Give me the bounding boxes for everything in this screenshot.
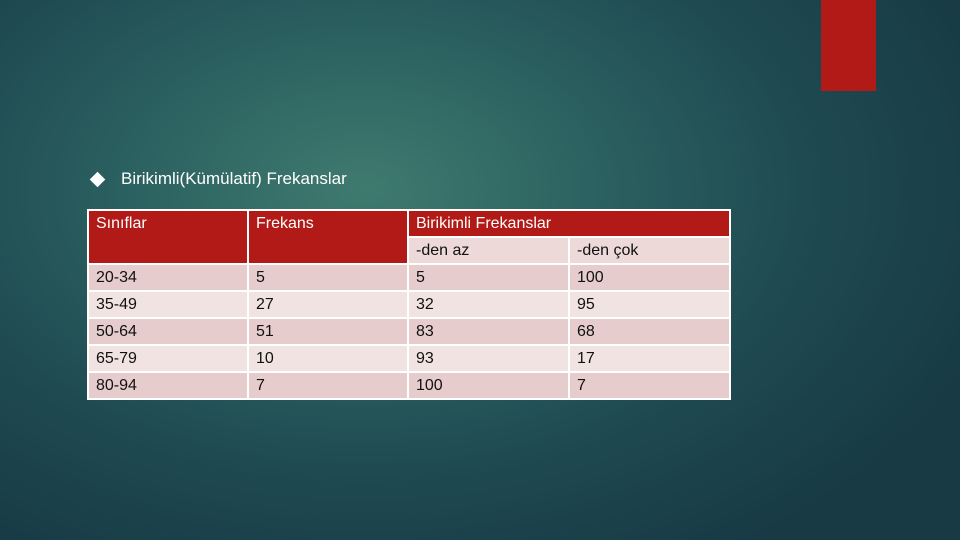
cell-frequency: 51 xyxy=(247,317,409,346)
diamond-bullet-icon xyxy=(89,171,106,187)
cell-class: 50-64 xyxy=(87,317,249,346)
header-classes: Sınıflar xyxy=(87,209,249,265)
slide-bullet-text: Birikimli(Kümülatif) Frekanslar xyxy=(121,169,347,188)
cell-more-than: 95 xyxy=(568,290,731,319)
cell-more-than: 100 xyxy=(568,263,731,292)
cell-less-than: 5 xyxy=(407,263,570,292)
table-subheader-row: -den az -den çok xyxy=(88,236,731,265)
accent-bar xyxy=(821,0,876,91)
cell-frequency: 10 xyxy=(247,344,409,373)
frequency-table: Sınıflar Frekans Birikimli Frekanslar -d… xyxy=(87,209,731,400)
table-row: 80-94 7 100 7 xyxy=(87,371,731,400)
cell-less-than: 93 xyxy=(407,344,570,373)
cell-frequency: 27 xyxy=(247,290,409,319)
header-cumulative: Birikimli Frekanslar xyxy=(407,209,731,238)
table-row: 35-49 27 32 95 xyxy=(87,290,731,319)
cell-class: 35-49 xyxy=(87,290,249,319)
cell-more-than: 7 xyxy=(568,371,731,400)
cell-less-than: 83 xyxy=(407,317,570,346)
table-row: 50-64 51 83 68 xyxy=(87,317,731,346)
cell-frequency: 7 xyxy=(247,371,409,400)
table-row: 20-34 5 5 100 xyxy=(87,263,731,292)
table-header-row: Sınıflar Frekans Birikimli Frekanslar xyxy=(87,209,731,265)
cell-frequency: 5 xyxy=(247,263,409,292)
cell-more-than: 17 xyxy=(568,344,731,373)
cell-class: 65-79 xyxy=(87,344,249,373)
cell-less-than: 32 xyxy=(407,290,570,319)
bullet-marker xyxy=(88,167,106,191)
cell-less-than: 100 xyxy=(407,371,570,400)
subheader-less-than: -den az xyxy=(407,236,570,265)
table-row: 65-79 10 93 17 xyxy=(87,344,731,373)
subheader-more-than: -den çok xyxy=(568,236,731,265)
cell-class: 80-94 xyxy=(87,371,249,400)
cell-more-than: 68 xyxy=(568,317,731,346)
header-frequency: Frekans xyxy=(247,209,409,265)
cell-class: 20-34 xyxy=(87,263,249,292)
